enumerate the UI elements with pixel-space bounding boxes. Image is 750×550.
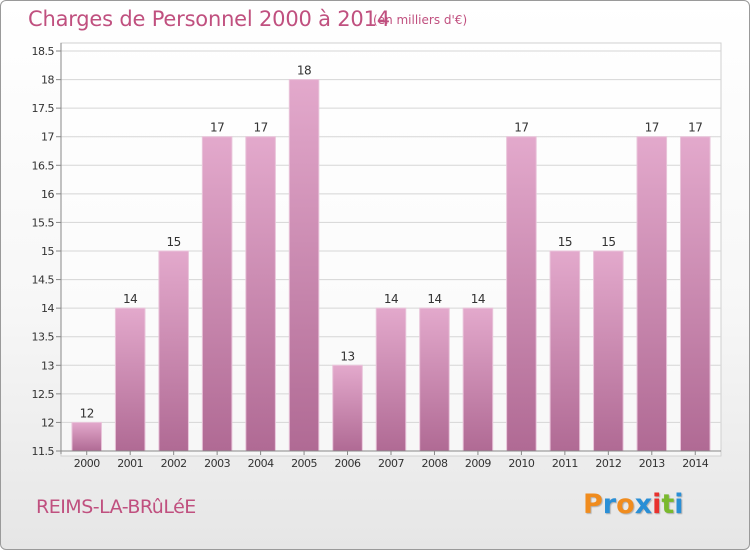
y-tick-label: 15.5 [32, 216, 55, 229]
proxiti-logo: Proxiti [583, 489, 684, 520]
x-tick-label: 2004 [248, 457, 274, 470]
data-label: 12 [80, 406, 94, 420]
x-tick-label: 2010 [508, 457, 534, 470]
x-tick-label: 2009 [465, 457, 491, 470]
x-tick-label: 2008 [421, 457, 447, 470]
y-tick-label: 14.5 [32, 274, 55, 287]
bar [419, 307, 450, 452]
y-tick-label: 16 [41, 188, 54, 201]
brand-letter: x [634, 489, 653, 520]
data-label: 15 [167, 235, 181, 249]
x-tick-label: 2003 [204, 457, 230, 470]
bar [636, 136, 668, 452]
x-tick-label: 2002 [161, 457, 187, 470]
y-tick-label: 17.5 [32, 102, 55, 115]
brand-letter: P [583, 489, 603, 520]
y-tick-label: 11.5 [32, 445, 55, 458]
data-label: 17 [645, 121, 659, 135]
data-label: 14 [471, 292, 485, 306]
y-tick-label: 13.5 [32, 331, 55, 344]
data-label: 17 [253, 121, 267, 135]
data-label: 15 [558, 235, 572, 249]
y-tick-label: 18.5 [32, 45, 55, 58]
brand-letter: t [661, 489, 675, 520]
bar [462, 307, 494, 452]
bar [245, 136, 276, 452]
data-label: 17 [514, 121, 528, 135]
brand-letter: i [674, 489, 684, 520]
x-tick-label: 2000 [74, 457, 100, 470]
data-label: 14 [123, 292, 137, 306]
bar [114, 307, 146, 452]
bar [506, 136, 537, 452]
bar [201, 136, 233, 452]
data-label: 15 [601, 235, 615, 249]
data-label: 14 [427, 292, 441, 306]
bar [288, 79, 320, 452]
brand-letter: i [652, 489, 662, 520]
x-tick-label: 2012 [595, 457, 621, 470]
brand-letter: r [602, 489, 617, 520]
y-tick-label: 13 [41, 359, 54, 372]
y-tick-label: 12 [41, 416, 54, 429]
x-tick-label: 2005 [291, 457, 317, 470]
bar [593, 250, 624, 452]
y-tick-label: 16.5 [32, 159, 55, 172]
x-tick-label: 2011 [552, 457, 578, 470]
bar [158, 250, 189, 452]
y-tick-label: 17 [41, 131, 54, 144]
data-label: 17 [210, 121, 224, 135]
y-tick-label: 15 [41, 245, 54, 258]
data-label: 17 [688, 121, 702, 135]
x-tick-label: 2014 [682, 457, 708, 470]
bar [679, 136, 711, 452]
data-label: 18 [297, 64, 311, 78]
bar [332, 364, 363, 452]
data-label: 14 [384, 292, 398, 306]
commune-name: REIMS-LA-BRûLéE [36, 496, 196, 518]
bar [549, 250, 581, 452]
x-tick-label: 2013 [639, 457, 665, 470]
brand-letter: o [616, 489, 635, 520]
y-tick-label: 14 [41, 302, 54, 315]
bar [71, 421, 103, 452]
x-tick-label: 2006 [335, 457, 361, 470]
data-label: 13 [340, 349, 354, 363]
y-tick-label: 12.5 [32, 388, 55, 401]
x-tick-label: 2001 [117, 457, 143, 470]
y-tick-label: 18 [41, 74, 54, 87]
bar [375, 307, 407, 452]
chart-title: Charges de Personnel 2000 à 2014 [28, 7, 390, 31]
x-tick-label: 2007 [378, 457, 404, 470]
chart-subtitle: (en milliers d'€) [373, 13, 468, 27]
